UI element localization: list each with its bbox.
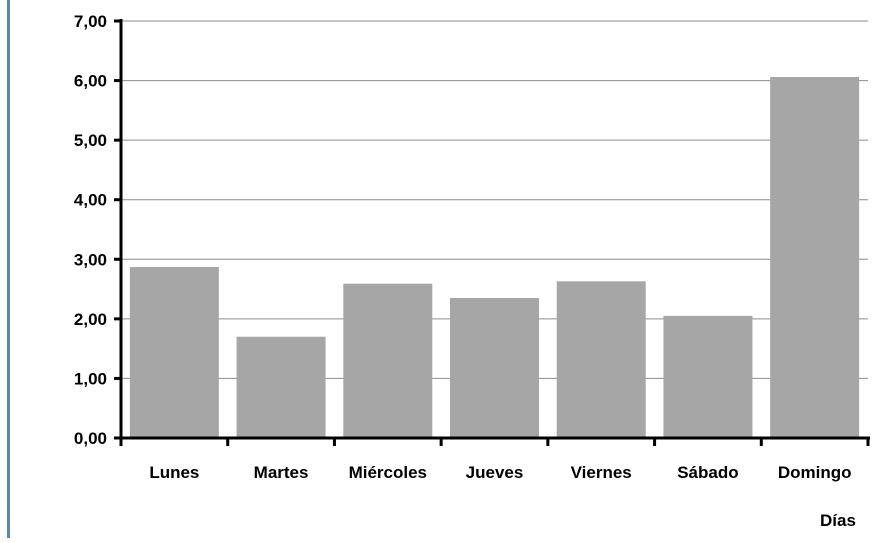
- bar-domingo: [770, 76, 860, 439]
- y-tick-label: 6,00: [74, 72, 107, 91]
- x-tick-label: Jueves: [466, 463, 524, 482]
- x-tick-labels: Lunes Martes Miércoles Jueves Viernes Sábado D…: [149, 463, 851, 482]
- x-tick-label: Martes: [254, 463, 309, 482]
- bar-sábado: [663, 315, 753, 438]
- x-tick-label: Lunes: [149, 463, 199, 482]
- frame-left-border: [7, 0, 10, 538]
- grid-lines: [121, 20, 868, 379]
- y-tick-label: 1,00: [74, 369, 107, 388]
- x-tick-label: Miércoles: [349, 463, 427, 482]
- bar-jueves: [450, 298, 539, 438]
- bar-martes: [236, 336, 326, 438]
- y-tick-label: 7,00: [74, 12, 107, 31]
- bar-viernes: [556, 281, 646, 438]
- bars: [129, 76, 860, 439]
- bar-miércoles: [343, 283, 433, 438]
- x-tick-label: Sábado: [677, 463, 738, 482]
- bar-lunes: [129, 267, 219, 438]
- y-tick-label: 5,00: [74, 131, 107, 150]
- axes: [114, 19, 870, 446]
- x-tick-label: Viernes: [571, 463, 632, 482]
- y-tick-label: 2,00: [74, 310, 107, 329]
- x-axis-label: Días: [820, 511, 856, 530]
- x-tick-label: Domingo: [778, 463, 852, 482]
- y-tick-label: 0,00: [74, 429, 107, 448]
- y-tick-label: 4,00: [74, 191, 107, 210]
- y-tick-label: 3,00: [74, 250, 107, 269]
- y-tick-labels: 0,00 1,00 2,00 3,00 4,00 5,00 6,00 7,00: [74, 12, 107, 448]
